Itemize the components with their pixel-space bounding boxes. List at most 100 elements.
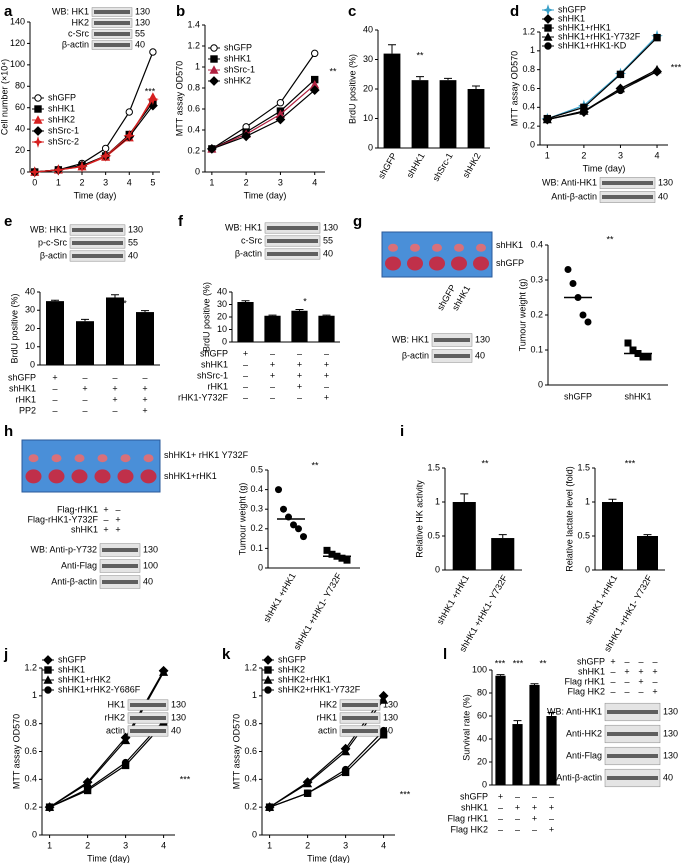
y-tick-label: 40 (217, 286, 227, 296)
legend-marker (34, 105, 42, 113)
x-tick-label: 3 (103, 177, 108, 187)
condition-label: shGFP (8, 372, 36, 382)
blot-band (94, 43, 130, 47)
x-tick-label: shHK1 +rHK1 (435, 573, 471, 626)
blot-marker: 100 (143, 560, 158, 570)
x-tick-label: 2 (305, 840, 310, 850)
panel-letter: i (400, 423, 404, 440)
condition-label: shGFP (460, 791, 488, 801)
legend-marker (263, 655, 273, 665)
blot-condition-mark: + (103, 524, 108, 534)
condition-mark: – (52, 405, 57, 415)
data-point (616, 70, 625, 79)
x-tick-label: 4 (381, 840, 386, 850)
x-tick-label: 1 (47, 840, 52, 850)
blot-label: Anti-β-actin (556, 772, 602, 782)
legend-marker (544, 42, 552, 50)
y-tick-label: 30 (217, 299, 227, 309)
y-axis-label: Tumour weight (g) (237, 483, 247, 556)
condition-mark: – (270, 348, 275, 358)
blot-marker: 130 (135, 6, 150, 16)
bar (529, 684, 540, 785)
legend-marker (44, 686, 52, 694)
legend-marker (33, 126, 43, 136)
y-tick-label: 30 (363, 54, 373, 64)
blot-marker: 55 (323, 235, 333, 245)
condition-label: shHK1 (9, 383, 36, 393)
data-point (564, 266, 572, 273)
blot-marker: 40 (383, 725, 393, 735)
data-point (45, 803, 54, 811)
y-tick-label: 1 (530, 45, 535, 55)
error-bar (51, 299, 59, 302)
blot-band (94, 32, 130, 36)
blot-marker: 130 (663, 750, 678, 760)
condition-mark: + (243, 348, 248, 358)
y-tick-label: 0.8 (24, 718, 37, 728)
error-bar (444, 77, 452, 81)
condition-mark: + (112, 394, 117, 404)
y-tick-label: 0.5 (577, 530, 590, 540)
series-line (211, 53, 316, 150)
bar (411, 80, 429, 148)
y-tick-label: 20 (25, 323, 35, 333)
significance: ** (539, 658, 547, 668)
blot-marker: 130 (475, 334, 490, 344)
condition-mark: – (532, 791, 537, 801)
blot-condition-label: Flag rHK1 (564, 676, 605, 686)
significance: ** (606, 234, 614, 244)
legend-marker (210, 55, 218, 63)
y-tick-label: 10 (25, 341, 35, 351)
legend-marker (34, 94, 42, 102)
tumour (94, 469, 111, 484)
blot-label: β-actin (402, 350, 429, 360)
x-tick-label: shHK2 (461, 151, 483, 179)
x-tick-label: 2 (581, 150, 586, 160)
data-point (653, 33, 661, 42)
x-tick-label: shHK1 +rHK1- Y732F (292, 571, 344, 652)
condition-mark: – (297, 348, 302, 358)
condition-label: Flag HK2 (450, 824, 488, 834)
series-line (211, 89, 316, 150)
blot-marker: 130 (171, 712, 186, 722)
y-axis-label: Cell number (×10⁴) (0, 59, 9, 135)
condition-mark: – (498, 813, 503, 823)
data-point (147, 93, 159, 105)
y-tick-label: 140 (10, 16, 25, 26)
legend-label: shHK2 (48, 114, 75, 124)
condition-mark: – (82, 405, 87, 415)
tumour (97, 454, 108, 463)
data-point (569, 280, 577, 287)
legend-label: shSrc-2 (48, 136, 79, 146)
y-tick-label: 0 (482, 779, 487, 789)
series-line (49, 720, 165, 808)
condition-mark: – (549, 791, 554, 801)
y-tick-label: 60 (15, 102, 25, 112)
legend-label: shHK1+rHK2 (58, 674, 111, 684)
y-tick-label: 1.2 (24, 662, 37, 672)
legend-marker (44, 666, 52, 674)
bar (637, 536, 658, 570)
blot-band (94, 21, 130, 25)
data-point (328, 550, 336, 558)
legend-marker (32, 136, 44, 148)
bar (136, 312, 154, 365)
blot-band (267, 239, 318, 243)
condition-label: shGFP (200, 348, 228, 358)
x-axis-label: Time (day) (244, 190, 287, 200)
error-bar (472, 85, 480, 89)
data-point (149, 48, 157, 56)
legend-marker (542, 4, 554, 16)
significance: *** (513, 658, 524, 668)
legend-label: shHK1+rHK1-KD (558, 40, 627, 50)
condition-label: shSrc-1 (197, 370, 228, 380)
x-tick-label: 4 (161, 840, 166, 850)
condition-mark: – (142, 372, 147, 382)
condition-mark: + (142, 394, 147, 404)
blot-marker: 130 (658, 177, 673, 187)
data-point (206, 143, 217, 154)
y-tick-label: 0.3 (530, 274, 543, 284)
blot-marker: 130 (663, 706, 678, 716)
condition-label: PP2 (19, 405, 36, 415)
error-bar (295, 309, 304, 311)
